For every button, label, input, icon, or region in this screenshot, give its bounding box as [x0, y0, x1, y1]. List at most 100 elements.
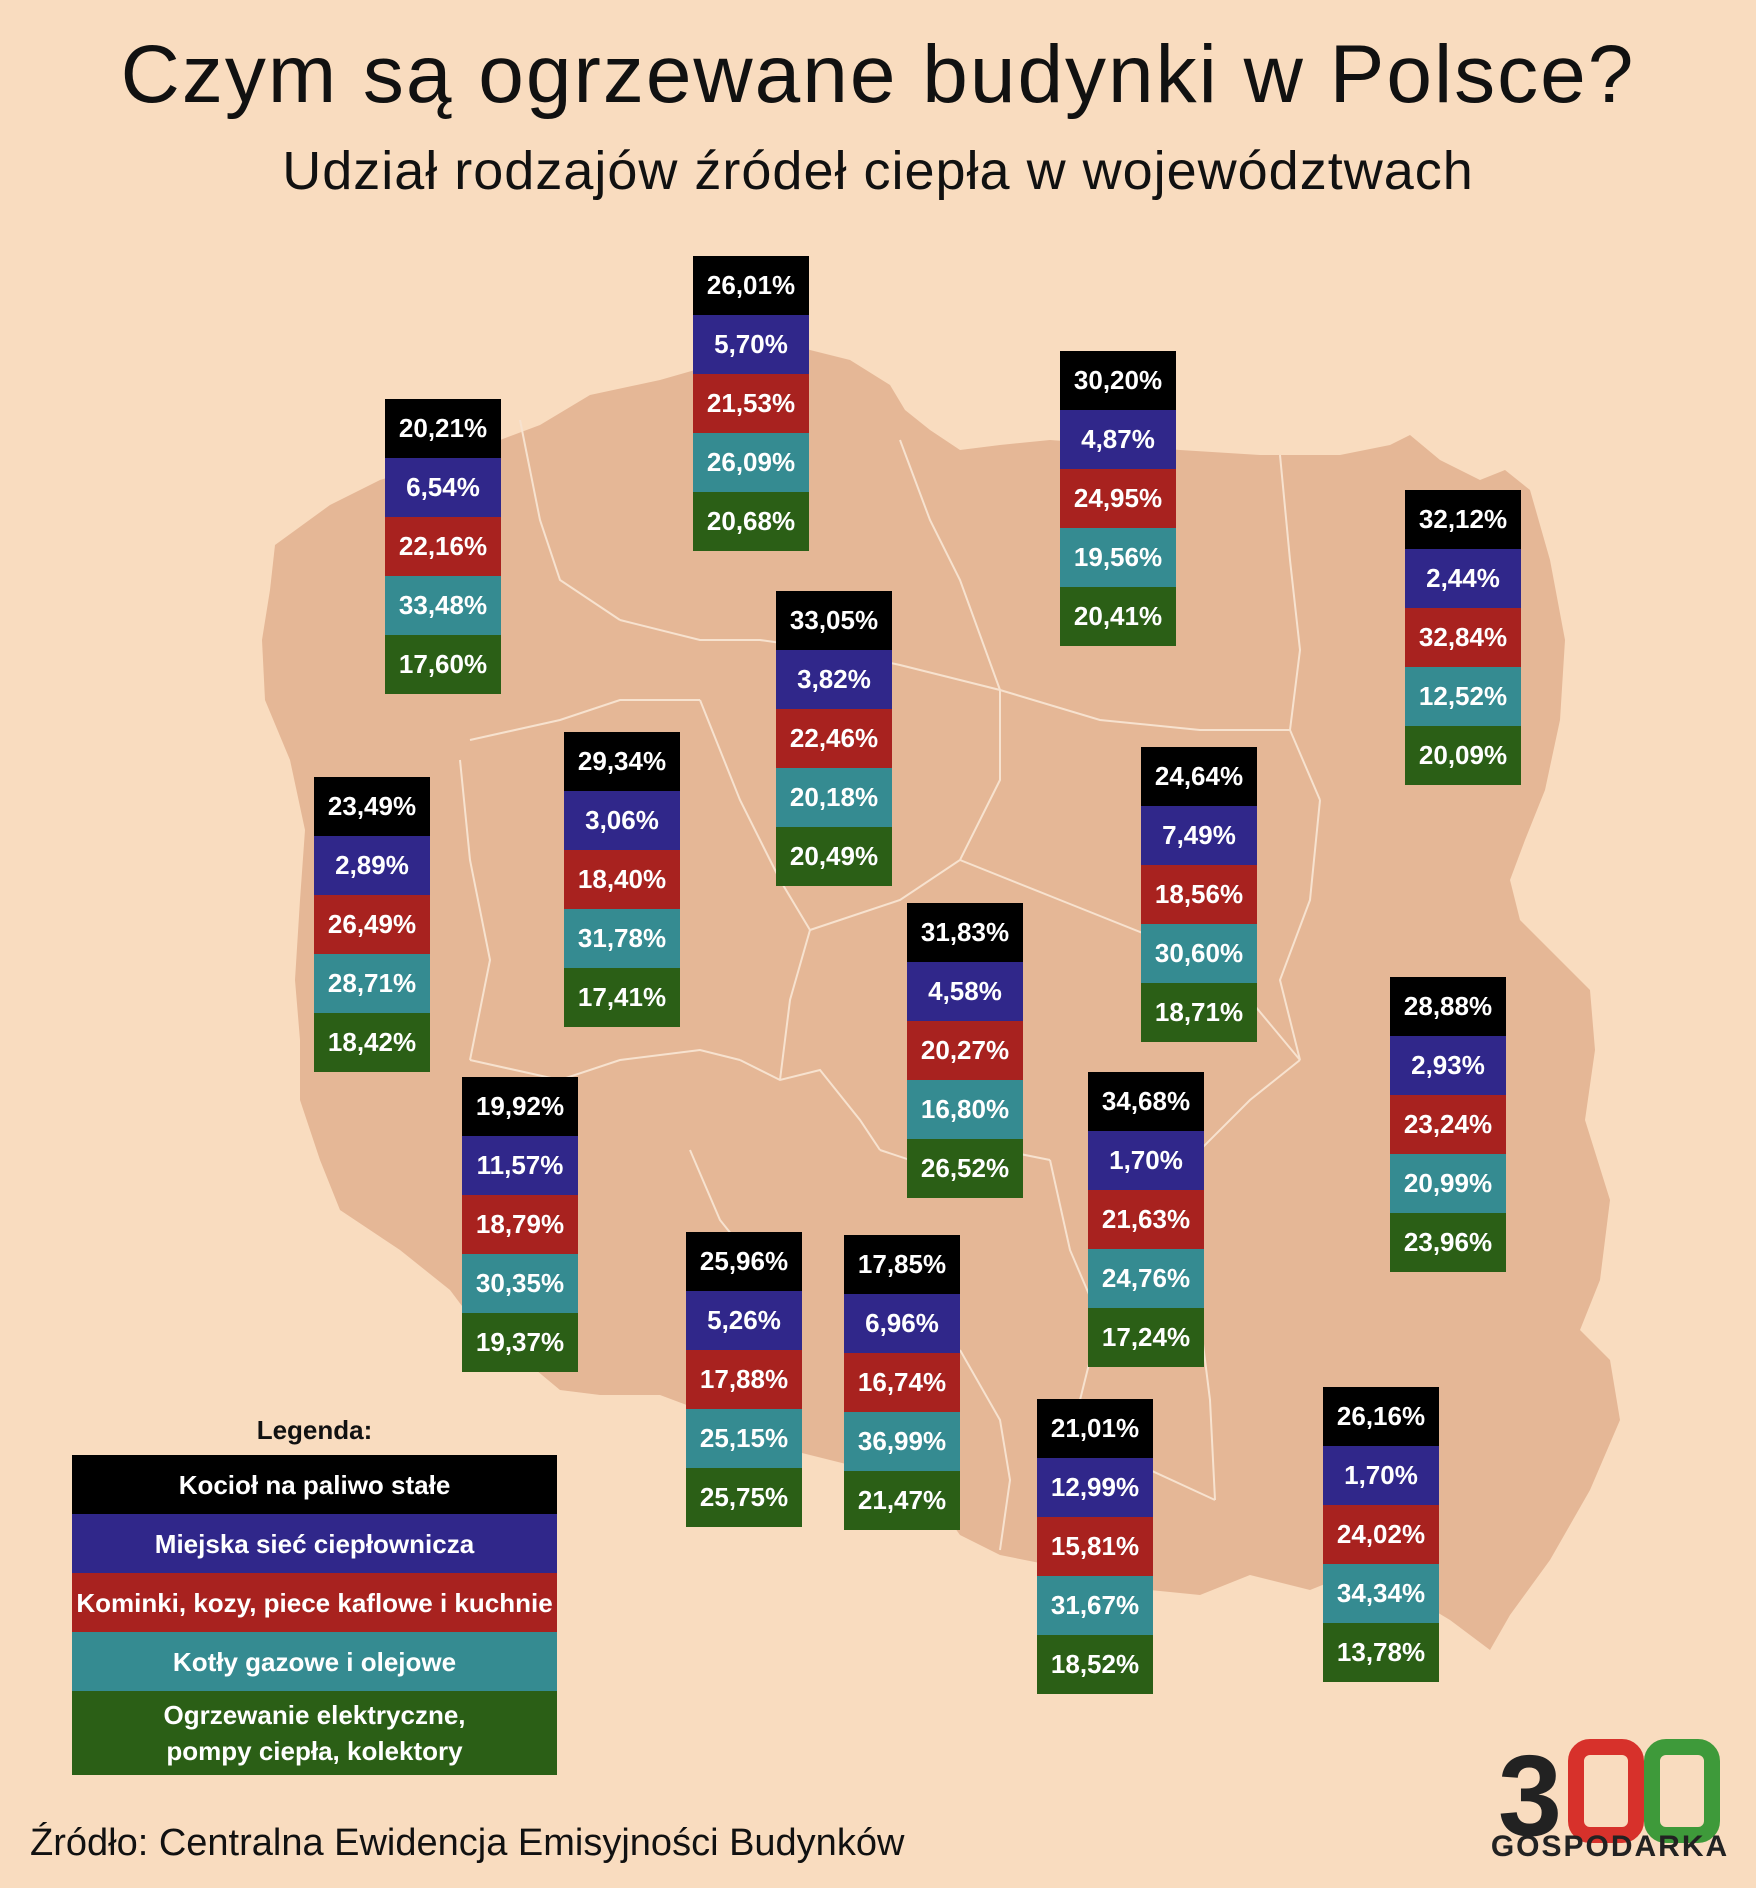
value-lubelskie-solid-fuel: 28,88% — [1390, 977, 1506, 1036]
value-zachodniopomorskie-gas-oil: 33,48% — [385, 576, 501, 635]
logo-wordmark: GOSPODARKA — [1490, 1830, 1730, 1863]
chart-subtitle: Udział rodzajów źródeł ciepła w wojewódz… — [282, 141, 1474, 201]
value-opolskie-solid-fuel: 25,96% — [686, 1232, 802, 1291]
value-swietokrzyskie-stoves: 21,63% — [1088, 1190, 1204, 1249]
value-lodzkie-electric: 26,52% — [907, 1139, 1023, 1198]
logo-300: 3 — [1498, 1735, 1720, 1860]
stack-lubelskie: 28,88% 2,93% 23,24% 20,99% 23,96% — [1390, 977, 1506, 1272]
value-kujawsko-pomorskie-stoves: 22,46% — [776, 709, 892, 768]
value-podlaskie-electric: 20,09% — [1405, 726, 1521, 785]
value-mazowieckie-electric: 18,71% — [1141, 983, 1257, 1042]
value-opolskie-gas-oil: 25,15% — [686, 1409, 802, 1468]
stack-pomorskie: 26,01% 5,70% 21,53% 26,09% 20,68% — [693, 256, 809, 551]
value-dolnoslaskie-stoves: 18,79% — [462, 1195, 578, 1254]
value-wielkopolskie-stoves: 18,40% — [564, 850, 680, 909]
value-pomorskie-electric: 20,68% — [693, 492, 809, 551]
value-lubelskie-electric: 23,96% — [1390, 1213, 1506, 1272]
value-podkarpackie-gas-oil: 34,34% — [1323, 1564, 1439, 1623]
value-opolskie-electric: 25,75% — [686, 1468, 802, 1527]
value-zachodniopomorskie-solid-fuel: 20,21% — [385, 399, 501, 458]
value-malopolskie-gas-oil: 31,67% — [1037, 1576, 1153, 1635]
stack-malopolskie: 21,01% 12,99% 15,81% 31,67% 18,52% — [1037, 1399, 1153, 1694]
legend-title: Legenda: — [256, 1415, 373, 1445]
value-lodzkie-solid-fuel: 31,83% — [907, 903, 1023, 962]
value-podkarpackie-district-heating: 1,70% — [1323, 1446, 1439, 1505]
stack-opolskie: 25,96% 5,26% 17,88% 25,15% 25,75% — [686, 1232, 802, 1527]
stack-dolnoslaskie: 19,92% 11,57% 18,79% 30,35% 19,37% — [462, 1077, 578, 1372]
value-warminsko-mazurskie-district-heating: 4,87% — [1060, 410, 1176, 469]
legend-item-gas-oil: Kotły gazowe i olejowe — [72, 1632, 557, 1691]
value-wielkopolskie-electric: 17,41% — [564, 968, 680, 1027]
value-warminsko-mazurskie-electric: 20,41% — [1060, 587, 1176, 646]
value-mazowieckie-solid-fuel: 24,64% — [1141, 747, 1257, 806]
chart-title: Czym są ogrzewane budynki w Polsce? — [120, 29, 1636, 120]
value-pomorskie-stoves: 21,53% — [693, 374, 809, 433]
stack-zachodniopomorskie: 20,21% 6,54% 22,16% 33,48% 17,60% — [385, 399, 501, 694]
value-kujawsko-pomorskie-gas-oil: 20,18% — [776, 768, 892, 827]
value-lubuskie-solid-fuel: 23,49% — [314, 777, 430, 836]
value-zachodniopomorskie-electric: 17,60% — [385, 635, 501, 694]
value-malopolskie-solid-fuel: 21,01% — [1037, 1399, 1153, 1458]
value-kujawsko-pomorskie-electric: 20,49% — [776, 827, 892, 886]
value-wielkopolskie-gas-oil: 31,78% — [564, 909, 680, 968]
svg-text:3: 3 — [1498, 1735, 1562, 1860]
value-podlaskie-solid-fuel: 32,12% — [1405, 490, 1521, 549]
value-lubuskie-electric: 18,42% — [314, 1013, 430, 1072]
stack-slaskie: 17,85% 6,96% 16,74% 36,99% 21,47% — [844, 1235, 960, 1530]
value-lubelskie-district-heating: 2,93% — [1390, 1036, 1506, 1095]
value-lubuskie-gas-oil: 28,71% — [314, 954, 430, 1013]
value-swietokrzyskie-solid-fuel: 34,68% — [1088, 1072, 1204, 1131]
value-dolnoslaskie-gas-oil: 30,35% — [462, 1254, 578, 1313]
value-pomorskie-district-heating: 5,70% — [693, 315, 809, 374]
stack-lubuskie: 23,49% 2,89% 26,49% 28,71% 18,42% — [314, 777, 430, 1072]
stack-podlaskie: 32,12% 2,44% 32,84% 12,52% 20,09% — [1405, 490, 1521, 785]
value-warminsko-mazurskie-gas-oil: 19,56% — [1060, 528, 1176, 587]
value-malopolskie-electric: 18,52% — [1037, 1635, 1153, 1694]
value-podlaskie-district-heating: 2,44% — [1405, 549, 1521, 608]
value-malopolskie-stoves: 15,81% — [1037, 1517, 1153, 1576]
value-slaskie-electric: 21,47% — [844, 1471, 960, 1530]
value-lodzkie-stoves: 20,27% — [907, 1021, 1023, 1080]
value-dolnoslaskie-electric: 19,37% — [462, 1313, 578, 1372]
stack-warminsko-mazurskie: 30,20% 4,87% 24,95% 19,56% 20,41% — [1060, 351, 1176, 646]
value-malopolskie-district-heating: 12,99% — [1037, 1458, 1153, 1517]
value-podkarpackie-electric: 13,78% — [1323, 1623, 1439, 1682]
value-lubelskie-gas-oil: 20,99% — [1390, 1154, 1506, 1213]
stack-mazowieckie: 24,64% 7,49% 18,56% 30,60% 18,71% — [1141, 747, 1257, 1042]
legend-item-stoves: Kominki, kozy, piece kaflowe i kuchnie — [72, 1573, 557, 1632]
value-dolnoslaskie-solid-fuel: 19,92% — [462, 1077, 578, 1136]
legend-item-solid-fuel: Kocioł na paliwo stałe — [72, 1455, 557, 1514]
value-lubuskie-district-heating: 2,89% — [314, 836, 430, 895]
value-warminsko-mazurskie-solid-fuel: 30,20% — [1060, 351, 1176, 410]
value-lubelskie-stoves: 23,24% — [1390, 1095, 1506, 1154]
source-note: Źródło: Centralna Ewidencja Emisyjności … — [30, 1822, 905, 1864]
value-opolskie-stoves: 17,88% — [686, 1350, 802, 1409]
value-podlaskie-gas-oil: 12,52% — [1405, 667, 1521, 726]
value-wielkopolskie-district-heating: 3,06% — [564, 791, 680, 850]
value-opolskie-district-heating: 5,26% — [686, 1291, 802, 1350]
value-dolnoslaskie-district-heating: 11,57% — [462, 1136, 578, 1195]
value-swietokrzyskie-district-heating: 1,70% — [1088, 1131, 1204, 1190]
value-podlaskie-stoves: 32,84% — [1405, 608, 1521, 667]
value-wielkopolskie-solid-fuel: 29,34% — [564, 732, 680, 791]
value-pomorskie-gas-oil: 26,09% — [693, 433, 809, 492]
value-swietokrzyskie-electric: 17,24% — [1088, 1308, 1204, 1367]
legend: Kocioł na paliwo stałe Miejska sieć ciep… — [72, 1455, 557, 1775]
value-swietokrzyskie-gas-oil: 24,76% — [1088, 1249, 1204, 1308]
value-pomorskie-solid-fuel: 26,01% — [693, 256, 809, 315]
legend-item-district-heating: Miejska sieć ciepłownicza — [72, 1514, 557, 1573]
value-slaskie-solid-fuel: 17,85% — [844, 1235, 960, 1294]
value-zachodniopomorskie-district-heating: 6,54% — [385, 458, 501, 517]
value-slaskie-stoves: 16,74% — [844, 1353, 960, 1412]
value-mazowieckie-district-heating: 7,49% — [1141, 806, 1257, 865]
value-mazowieckie-gas-oil: 30,60% — [1141, 924, 1257, 983]
value-lodzkie-district-heating: 4,58% — [907, 962, 1023, 1021]
value-warminsko-mazurskie-stoves: 24,95% — [1060, 469, 1176, 528]
value-mazowieckie-stoves: 18,56% — [1141, 865, 1257, 924]
value-podkarpackie-solid-fuel: 26,16% — [1323, 1387, 1439, 1446]
stack-lodzkie: 31,83% 4,58% 20,27% 16,80% 26,52% — [907, 903, 1023, 1198]
value-kujawsko-pomorskie-district-heating: 3,82% — [776, 650, 892, 709]
value-slaskie-gas-oil: 36,99% — [844, 1412, 960, 1471]
stack-podkarpackie: 26,16% 1,70% 24,02% 34,34% 13,78% — [1323, 1387, 1439, 1682]
legend-item-electric: Ogrzewanie elektryczne, pompy ciepła, ko… — [72, 1691, 557, 1775]
